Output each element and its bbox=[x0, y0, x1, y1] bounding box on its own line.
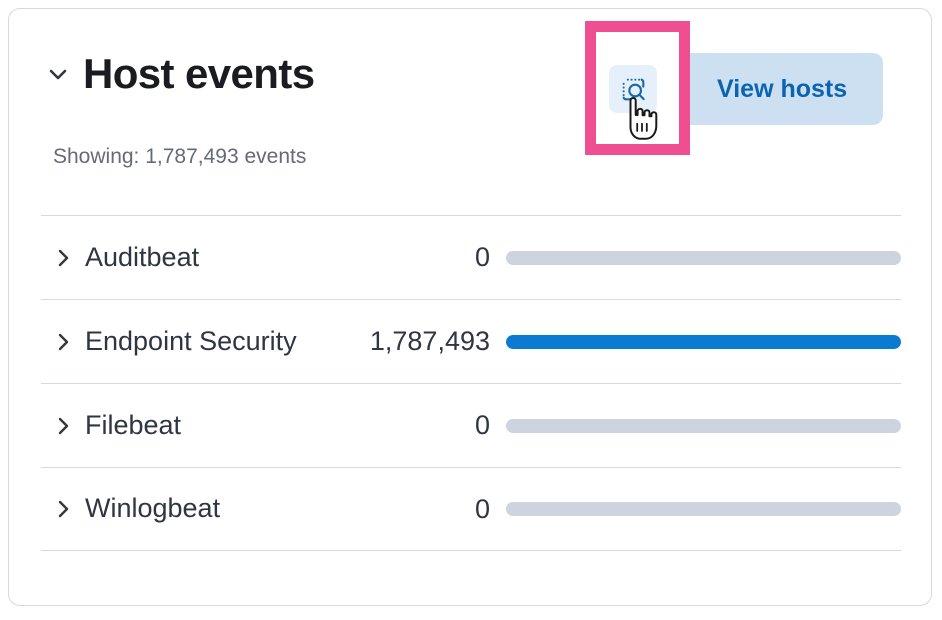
row-bar-track bbox=[506, 334, 901, 349]
inspect-search-icon[interactable] bbox=[609, 65, 657, 113]
row-bar-fill bbox=[506, 334, 901, 349]
view-hosts-button[interactable]: View hosts bbox=[681, 53, 884, 125]
chevron-right-icon[interactable] bbox=[41, 413, 85, 439]
table-row[interactable]: Endpoint Security 1,787,493 bbox=[41, 299, 901, 383]
row-count: 1,787,493 bbox=[369, 326, 490, 356]
row-label: Auditbeat bbox=[85, 241, 200, 272]
row-bar bbox=[506, 250, 901, 265]
chevron-right-icon[interactable] bbox=[41, 329, 85, 355]
chevron-down-icon[interactable] bbox=[41, 57, 75, 91]
row-count: 0 bbox=[474, 410, 490, 440]
table-row[interactable]: Auditbeat 0 bbox=[41, 215, 901, 299]
showing-events-label: Showing: 1,787,493 events bbox=[53, 145, 307, 168]
row-bar bbox=[506, 334, 901, 349]
header-actions: View hosts bbox=[609, 53, 884, 125]
row-label: Filebeat bbox=[85, 409, 182, 440]
row-bar bbox=[506, 502, 901, 516]
row-bar-track bbox=[506, 502, 901, 516]
row-bar-track bbox=[506, 418, 901, 433]
panel-header: Host events Showing: 1,787,493 events bbox=[9, 9, 931, 169]
row-count: 0 bbox=[474, 493, 490, 524]
row-bar-track bbox=[506, 250, 901, 265]
panel-title-row: Host events bbox=[41, 50, 315, 97]
row-bar bbox=[506, 418, 901, 433]
table-row[interactable]: Winlogbeat 0 bbox=[41, 467, 901, 551]
host-events-panel: Host events Showing: 1,787,493 events bbox=[8, 8, 932, 606]
chevron-right-icon[interactable] bbox=[41, 245, 85, 271]
host-events-list: Auditbeat 0 Endpoint Security 1,787,493 File… bbox=[41, 215, 901, 551]
row-label: Endpoint Security bbox=[85, 325, 297, 356]
table-row[interactable]: Filebeat 0 bbox=[41, 383, 901, 467]
row-label: Winlogbeat bbox=[85, 493, 221, 524]
chevron-right-icon[interactable] bbox=[41, 496, 85, 522]
row-count: 0 bbox=[474, 242, 490, 272]
page-title: Host events bbox=[83, 50, 315, 97]
